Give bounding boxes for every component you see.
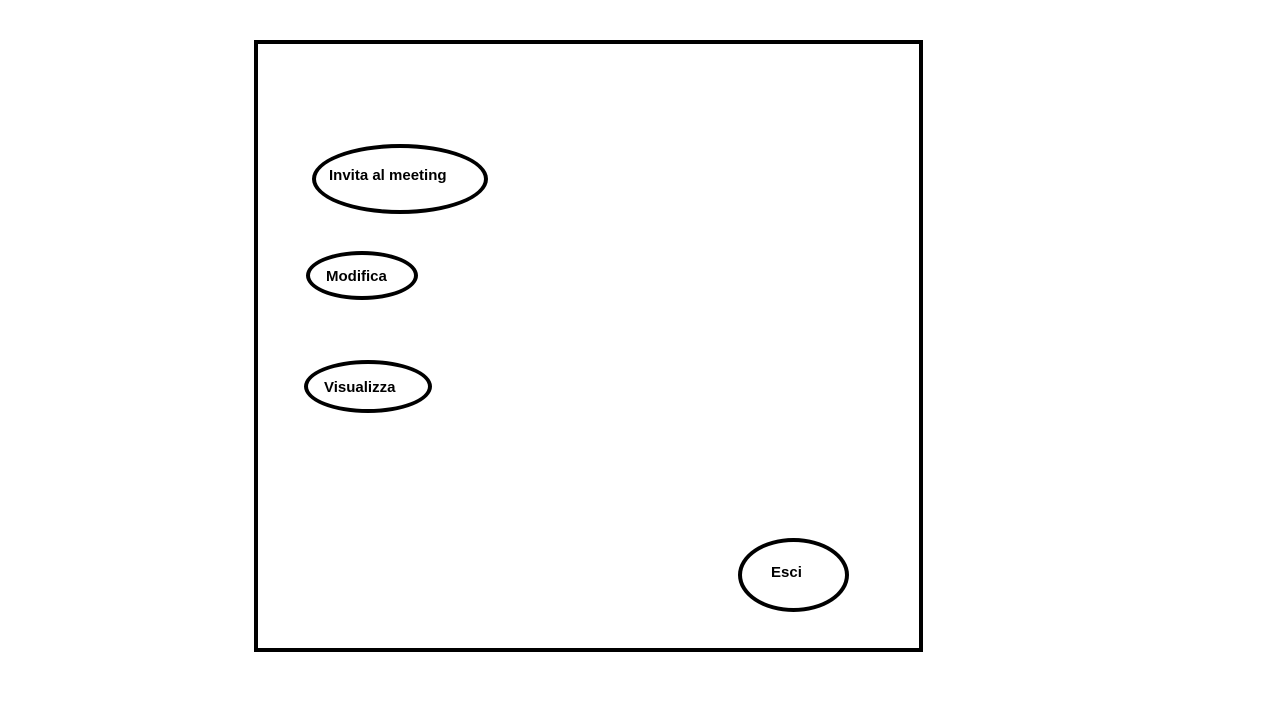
exit-label: Esci	[771, 564, 802, 581]
view-button[interactable]: Visualizza	[304, 360, 432, 413]
view-label: Visualizza	[324, 379, 396, 396]
invite-to-meeting-label: Invita al meeting	[329, 167, 447, 184]
exit-button[interactable]: Esci	[738, 538, 849, 612]
edit-label: Modifica	[326, 268, 387, 285]
invite-to-meeting-button[interactable]: Invita al meeting	[312, 144, 488, 214]
edit-button[interactable]: Modifica	[306, 251, 418, 300]
